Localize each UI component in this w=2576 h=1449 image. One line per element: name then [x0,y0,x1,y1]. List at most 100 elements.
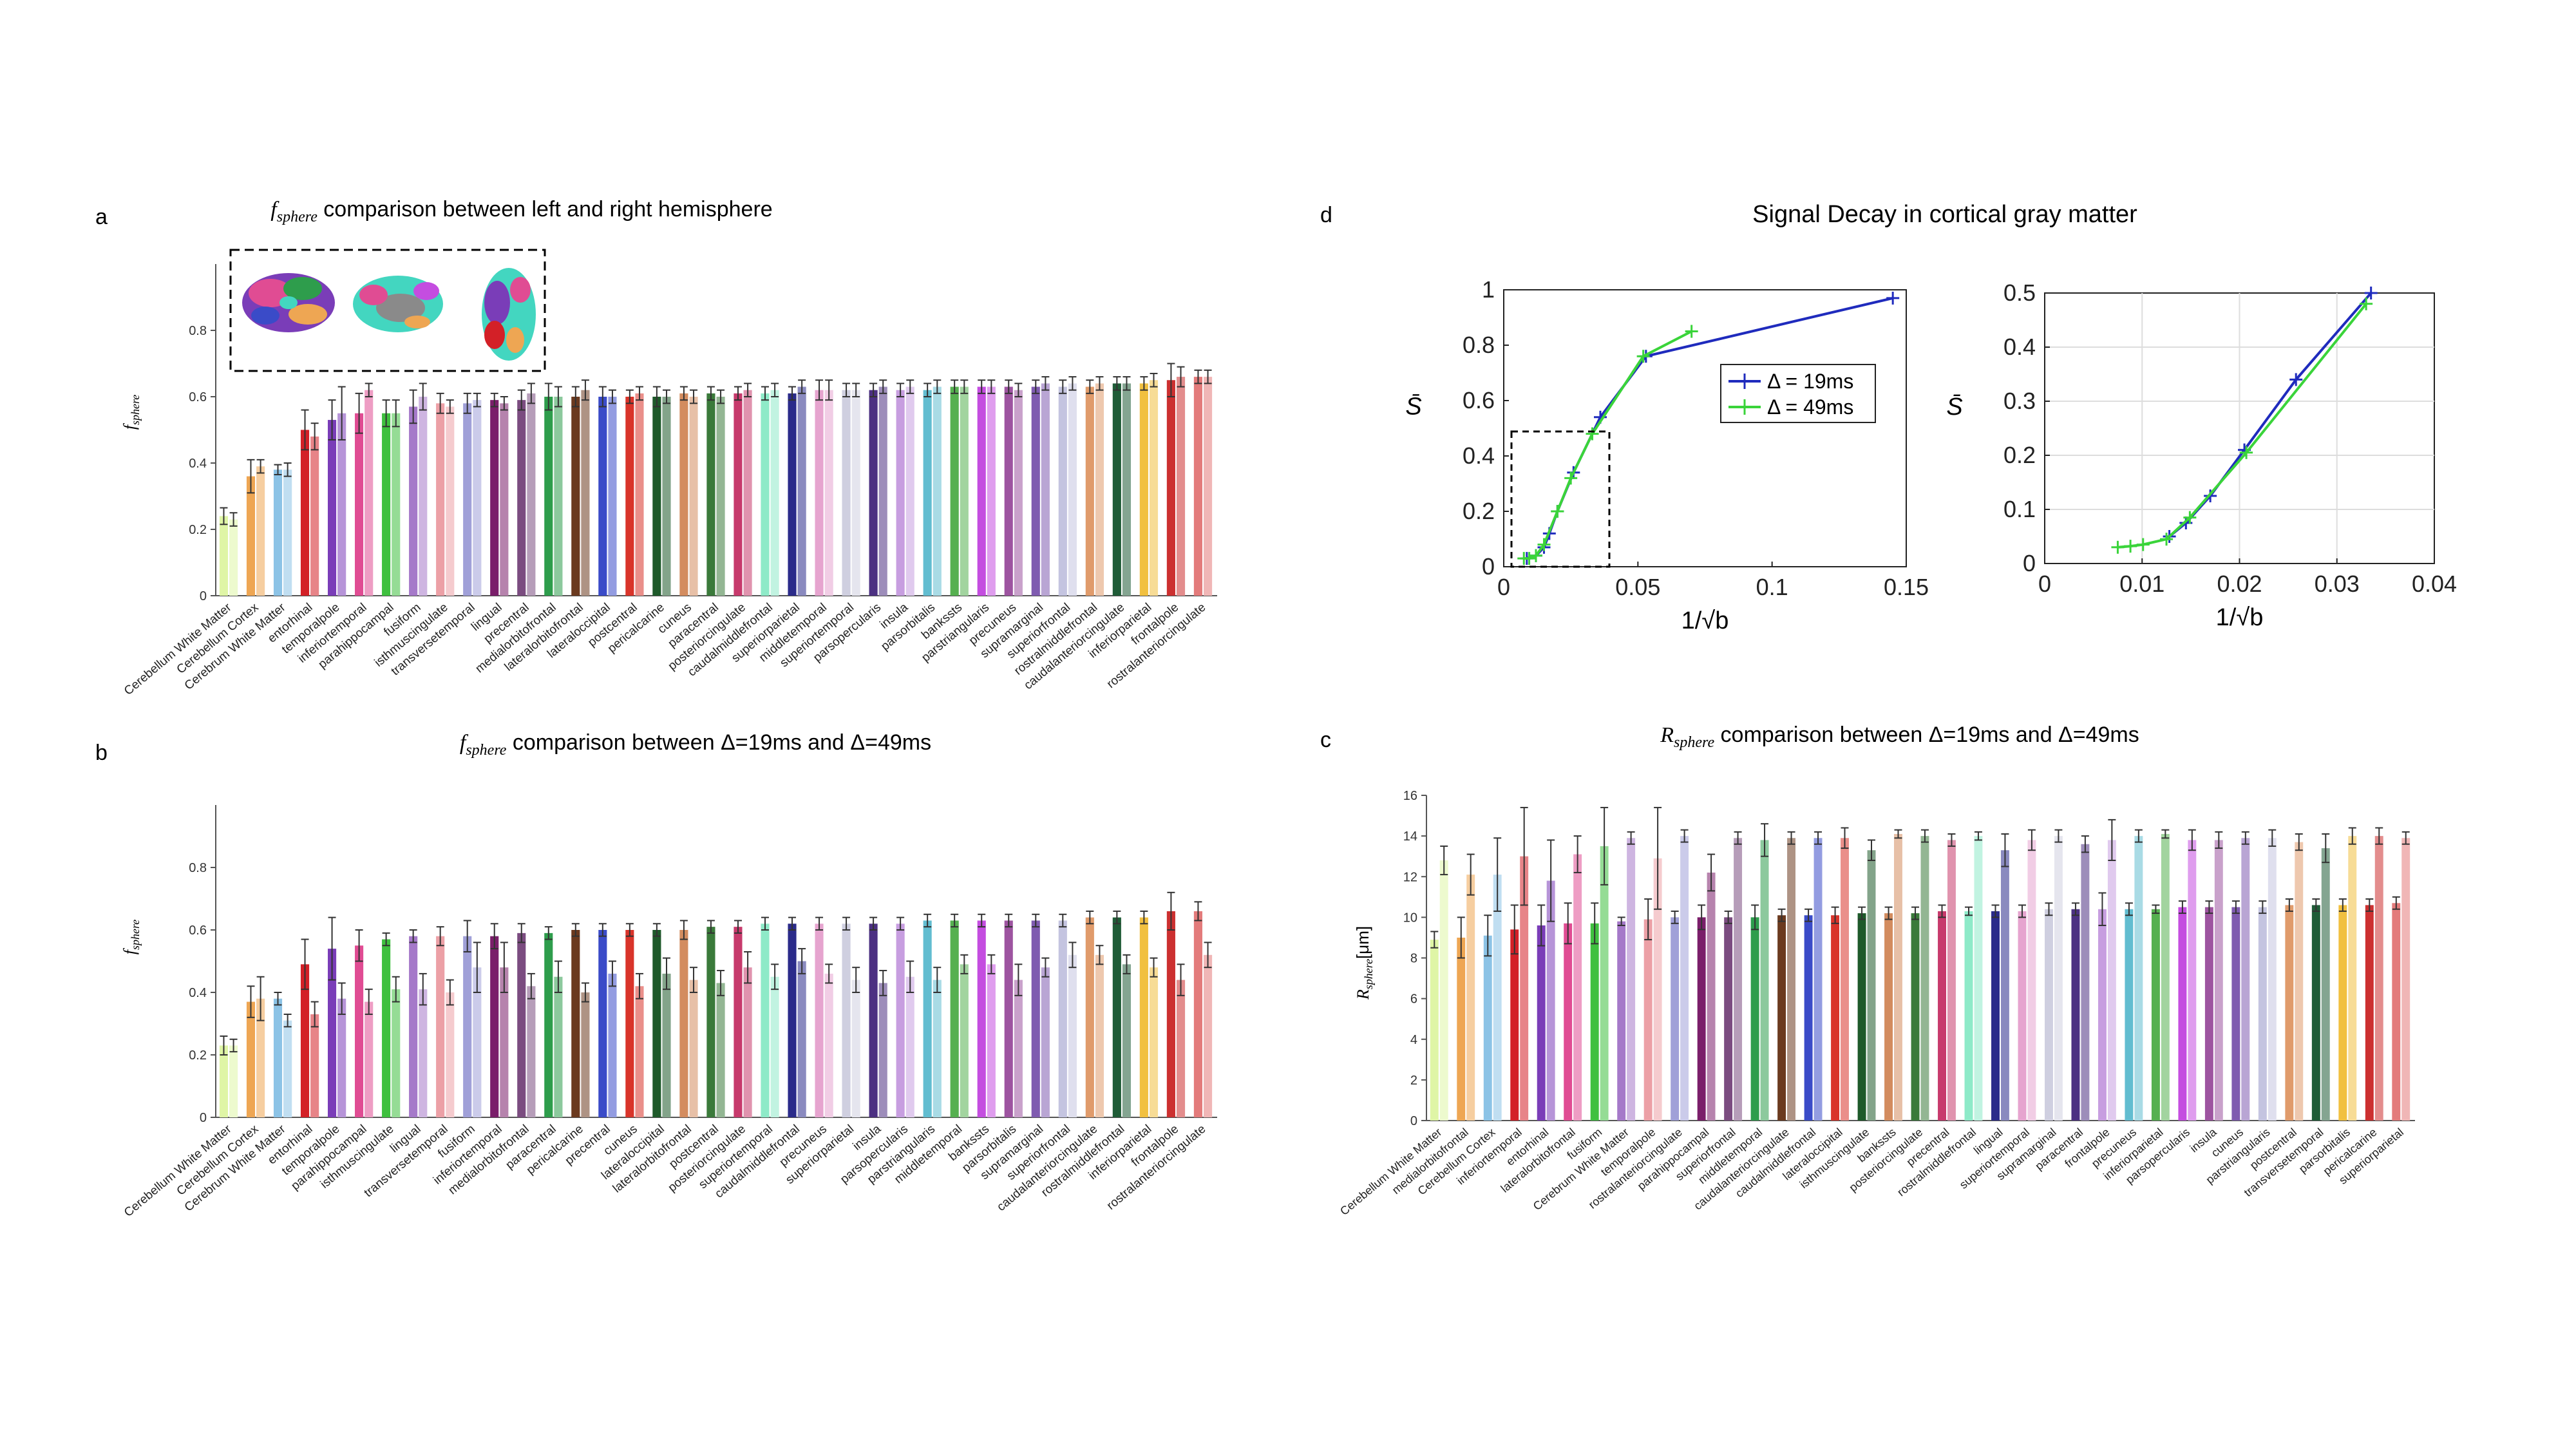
bar [436,403,445,596]
panel-b-ylabel: fsphere [120,920,142,955]
bar [1867,850,1876,1121]
bar [2365,905,2374,1121]
x-tick-label: 0.15 [1884,574,1929,600]
x-tick-label: 0.04 [2412,571,2457,597]
bar [716,983,725,1117]
bar [1176,980,1186,1117]
bar [1203,954,1213,1117]
y-tick-label: 0 [2023,550,2036,576]
bar [1537,925,1546,1121]
y-tick-label: 2 [1410,1074,1417,1088]
bar [933,386,942,596]
bar [419,989,428,1117]
bar [869,923,878,1117]
bar [2071,909,2080,1121]
bar [500,967,509,1117]
bar [625,397,634,596]
y-tick-label: 0.4 [189,986,207,1000]
bar [2204,907,2213,1121]
bar [770,976,779,1117]
bar [382,413,391,596]
bar [960,386,969,596]
bar [436,936,445,1117]
bar [842,390,851,596]
panel-b-title: fsphere comparison between Δ=19ms and Δ=… [460,730,931,759]
bar [1520,856,1529,1121]
bar [2321,848,2330,1121]
bar [977,386,986,596]
panel-d: d Signal Decay in cortical gray matter 0… [1320,201,2457,634]
bar [851,980,860,1117]
bar [950,920,959,1117]
bar [2107,840,2116,1121]
bar [1680,836,1689,1121]
bar [1439,860,1448,1121]
y-tick-label: 0.6 [189,923,207,938]
y-tick-label: 0.2 [1463,498,1495,524]
y-tick-label: 16 [1403,789,1417,803]
bar [761,393,770,596]
panel-a-title-text: comparison between left and right hemisp… [317,197,773,222]
bar [1671,917,1680,1121]
bar [1139,917,1148,1117]
bar [2338,905,2347,1121]
bar [1831,915,1840,1121]
bar [327,949,337,1117]
panel-c-title-subscript: sphere [1674,734,1714,751]
bar [1112,383,1121,596]
bar [1894,833,1902,1121]
bar [1166,911,1175,1117]
brain-lateral-icon [242,273,335,332]
bar [1483,935,1492,1121]
bar [743,967,752,1117]
panel-a: a fsphere comparison between left and ri… [95,197,1217,698]
y-tick-label: 14 [1403,829,1417,844]
bar [1041,967,1050,1117]
plot-area-d-left: 0 0.05 0.1 0.15 0 0.2 0.4 0.6 0.8 1 1/√b S̄ [1405,276,1929,634]
bar [1804,915,1813,1121]
bar [2098,909,2107,1121]
y-tick-label: 0 [200,1111,207,1125]
panel-a-title: fsphere comparison between left and righ… [270,197,772,225]
bar [770,390,779,596]
bar [392,413,401,596]
bar [1430,940,1439,1121]
x-tick-label: 0.05 [1615,574,1660,600]
bar [2374,836,2383,1121]
x-tick-label: 0 [1497,574,1510,600]
bar [571,930,580,1117]
bar [824,390,833,596]
bar [662,973,671,1117]
brain-inset-box [229,249,546,372]
panel-c-ylabel-symbol: R [1354,989,1372,1000]
y-tick-label: 0 [200,589,207,603]
bar [987,964,996,1117]
bar [1627,838,1636,1121]
bar [1457,937,1466,1121]
bar [635,986,644,1117]
bar [2054,836,2063,1121]
bar [463,936,472,1117]
category-label: Cerebellum White Matter [122,600,234,698]
bar [327,420,337,596]
bar [1724,917,1733,1121]
bar [1947,840,1956,1121]
bar [2285,905,2294,1121]
legend-box: Δ = 19ms Δ = 49ms [1720,364,1876,423]
bar [310,1014,319,1117]
y-tick-label: 0.4 [2003,334,2036,360]
bar [923,920,932,1117]
bar [382,939,391,1117]
y-tick-label: 0.2 [189,523,207,537]
legend-label-19ms: Δ = 19ms [1767,370,1853,393]
bar [2241,838,2250,1121]
bar [608,397,617,596]
bar [409,936,418,1117]
panel-a-label: a [95,205,108,229]
bar [1095,954,1104,1117]
bar [446,992,455,1117]
bar [229,1045,238,1117]
bar [706,927,715,1117]
bar [788,393,797,596]
bar [2231,907,2240,1121]
